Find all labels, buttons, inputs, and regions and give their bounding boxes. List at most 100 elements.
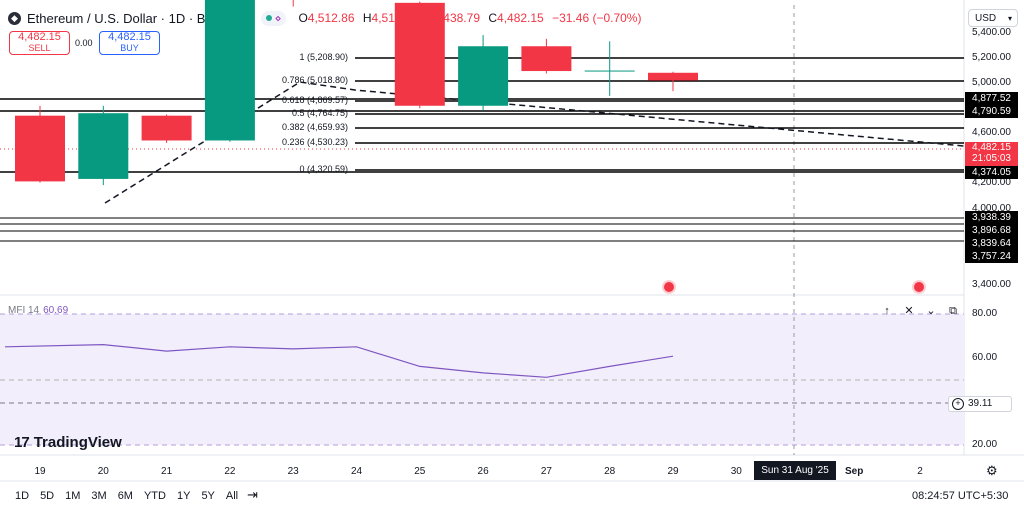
collapse-icon[interactable]: ⌄	[926, 305, 936, 317]
high-key: H	[362, 11, 372, 25]
candle-body[interactable]	[584, 70, 635, 72]
brand-name: TradingView	[33, 434, 122, 451]
candle-body[interactable]	[78, 113, 129, 179]
date-tick: 23	[287, 466, 299, 477]
price-label: 3,757.24	[965, 250, 1018, 263]
price-tick: 4,600.00	[972, 127, 1011, 138]
price-tick: 4,000.00	[972, 203, 1011, 214]
market-open-dot-icon	[265, 15, 272, 21]
candle-body[interactable]	[141, 115, 192, 141]
month-label: Sep	[845, 466, 864, 477]
candle-body[interactable]	[394, 2, 445, 106]
price-tick: 5,400.00	[972, 27, 1011, 38]
timeframe-1m[interactable]: 1M	[65, 490, 81, 502]
market-status-pill[interactable]: ⋄	[260, 10, 287, 26]
fib-label-1: 1 (5,208.90)	[299, 52, 348, 62]
fib-label-0: 0 (4,320.59)	[299, 164, 348, 174]
timeframe-6m[interactable]: 6M	[117, 490, 133, 502]
chevron-down-icon: ▾	[1007, 14, 1012, 23]
date-tick: 20	[97, 466, 109, 477]
timeframe-3m[interactable]: 3M	[91, 490, 107, 502]
date-tick: 26	[477, 466, 489, 477]
price-label: 4,877.52	[965, 92, 1018, 105]
candle-body[interactable]	[204, 0, 255, 141]
timeframe-5y[interactable]: 5Y	[201, 490, 215, 502]
buy-button[interactable]: 4,482.15 BUY	[99, 31, 160, 55]
last-price-label: 4,482.15 21:05:03	[965, 142, 1018, 166]
sell-price: 4,482.15	[18, 31, 61, 43]
candle-body[interactable]	[15, 115, 65, 182]
change-value: −31.46 (−0.70%)	[552, 11, 642, 25]
close-value: 4,482.15	[497, 11, 544, 25]
price-label: 3,938.39	[965, 211, 1018, 224]
tradingview-logo: 17 TradingView	[14, 434, 122, 451]
date-tick: 24	[350, 466, 363, 477]
mfi-tick: 60.00	[972, 352, 998, 363]
tradingview-mark-icon: 17	[14, 434, 30, 451]
maximize-icon[interactable]: ⧉	[949, 305, 957, 317]
date-tick: 29	[667, 466, 679, 477]
fib-label-05: 0.5 (4,764.75)	[291, 108, 348, 118]
price-label: 3,839.64	[965, 237, 1018, 250]
candle-body[interactable]	[648, 72, 698, 81]
date-range-calendar-icon[interactable]: ⇥	[247, 487, 258, 502]
mfi-name: MFI 14	[8, 305, 40, 316]
mfi-line	[4, 343, 674, 378]
mfi-tick: 80.00	[972, 308, 998, 319]
fib-label-0786: 0.786 (5,018.80)	[281, 75, 348, 85]
buy-price: 4,482.15	[108, 31, 151, 43]
price-tick: 4,200.00	[972, 177, 1011, 188]
timeframe-5d[interactable]: 5D	[40, 490, 55, 502]
open-key: O	[298, 11, 308, 25]
date-tick: 28	[604, 466, 616, 477]
economic-event-flag-icon[interactable]	[912, 280, 926, 294]
candles-group	[15, 0, 698, 186]
symbol-title[interactable]: Ethereum / U.S. Dollar · 1D · BINANCE	[27, 10, 255, 26]
date-tick: 30	[730, 466, 742, 477]
sell-button[interactable]: 4,482.15 SELL	[9, 31, 70, 55]
trend-line[interactable]	[104, 81, 965, 204]
last-price-value: 4,482.15	[972, 142, 1011, 153]
crosshair-date-label: Sun 31 Aug '25	[754, 461, 836, 480]
candle-body[interactable]	[458, 46, 509, 106]
price-tick: 3,400.00	[972, 279, 1011, 290]
mfi-tick: 20.00	[972, 439, 998, 450]
fib-label-0382: 0.382 (4,659.93)	[281, 122, 348, 132]
timeframe-all[interactable]: All	[225, 490, 239, 502]
price-label: 4,790.59	[965, 105, 1018, 118]
date-tick: 19	[34, 466, 46, 477]
date-tick: 2	[917, 466, 923, 477]
sell-label: SELL	[28, 43, 51, 53]
fib-label-0236: 0.236 (4,530.23)	[281, 137, 348, 147]
add-icon[interactable]: +	[952, 398, 964, 410]
open-value: 4,512.86	[307, 11, 355, 25]
currency-label: USD	[975, 13, 997, 24]
timeframe-ytd[interactable]: YTD	[143, 490, 166, 502]
timeframe-1y[interactable]: 1Y	[176, 490, 191, 502]
bar-countdown: 21:05:03	[972, 153, 1011, 164]
move-up-icon[interactable]: ↑	[884, 305, 890, 317]
ethereum-coin-icon: ◆	[8, 11, 21, 25]
delete-icon[interactable]: ✕	[904, 305, 914, 317]
close-key: C	[488, 11, 498, 25]
mfi-title[interactable]: MFI 14 60.69	[8, 305, 68, 316]
clock-display[interactable]: 08:24:57 UTC+5:30	[912, 490, 1009, 502]
low-value: 4,438.79	[433, 11, 480, 25]
economic-event-flag-icon[interactable]	[662, 280, 676, 294]
date-tick: 21	[161, 466, 173, 477]
settings-gear-icon[interactable]: ⚙	[986, 463, 998, 478]
spread-value: 0.00	[75, 38, 93, 48]
price-label: 3,896.68	[965, 224, 1018, 237]
timeframe-1d[interactable]: 1D	[15, 490, 30, 502]
mfi-crosshair-label[interactable]: + 39.11	[948, 396, 1012, 412]
crosshair-value: 39.11	[968, 398, 993, 409]
buy-label: BUY	[120, 43, 139, 53]
share-icon: ⋄	[274, 12, 282, 25]
candle-body[interactable]	[521, 46, 572, 72]
date-tick: 22	[224, 466, 236, 477]
date-tick: 25	[414, 466, 426, 477]
mfi-value: 60.69	[43, 305, 69, 316]
price-tick: 5,000.00	[972, 77, 1011, 88]
currency-select[interactable]: USD ▾	[968, 9, 1018, 27]
